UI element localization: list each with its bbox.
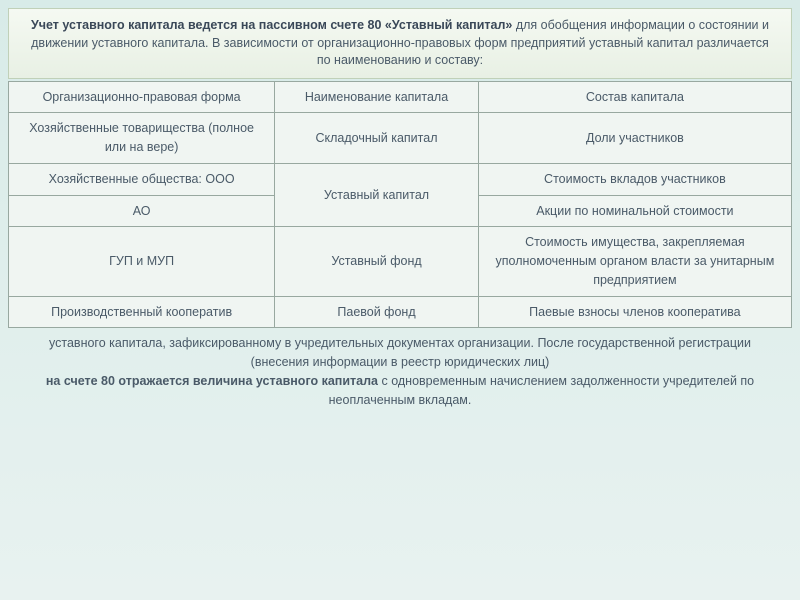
cell: Хозяйственные товарищества (полное или н… — [9, 113, 275, 164]
cell: Уставный фонд — [275, 227, 479, 296]
cell: Доли участников — [478, 113, 791, 164]
cell: Хозяйственные общества: ООО — [9, 163, 275, 195]
cell: ГУП и МУП — [9, 227, 275, 296]
table-row: ГУП и МУП Уставный фонд Стоимость имущес… — [9, 227, 792, 296]
cell: Уставный капитал — [275, 163, 479, 227]
footer-bold: на счете 80 отражается величина уставног… — [46, 374, 378, 388]
table-header-row: Организационно-правовая форма Наименован… — [9, 81, 792, 113]
table-row: Производственный кооператив Паевой фонд … — [9, 296, 792, 328]
table-row: Хозяйственные товарищества (полное или н… — [9, 113, 792, 164]
header-description: Учет уставного капитала ведется на пасси… — [8, 8, 792, 79]
th-composition: Состав капитала — [478, 81, 791, 113]
table-row: Хозяйственные общества: ООО Уставный кап… — [9, 163, 792, 195]
cell: Складочный капитал — [275, 113, 479, 164]
cell: Паевой фонд — [275, 296, 479, 328]
cell: Производственный кооператив — [9, 296, 275, 328]
cell: АО — [9, 195, 275, 227]
cell: Акции по номинальной стоимости — [478, 195, 791, 227]
cell: Паевые взносы членов кооператива — [478, 296, 791, 328]
header-bold: Учет уставного капитала ведется на пасси… — [31, 18, 512, 32]
footer-partial: уставного капитала, зафиксированному в у… — [49, 336, 751, 369]
cell: Стоимость имущества, закрепляемая уполно… — [478, 227, 791, 296]
cell: Стоимость вкладов участников — [478, 163, 791, 195]
footer-paragraph: уставного капитала, зафиксированному в у… — [8, 328, 792, 409]
th-form: Организационно-правовая форма — [9, 81, 275, 113]
th-name: Наименование капитала — [275, 81, 479, 113]
capital-table: Организационно-правовая форма Наименован… — [8, 81, 792, 329]
footer-after: с одновременным начислением задолженност… — [329, 374, 754, 407]
